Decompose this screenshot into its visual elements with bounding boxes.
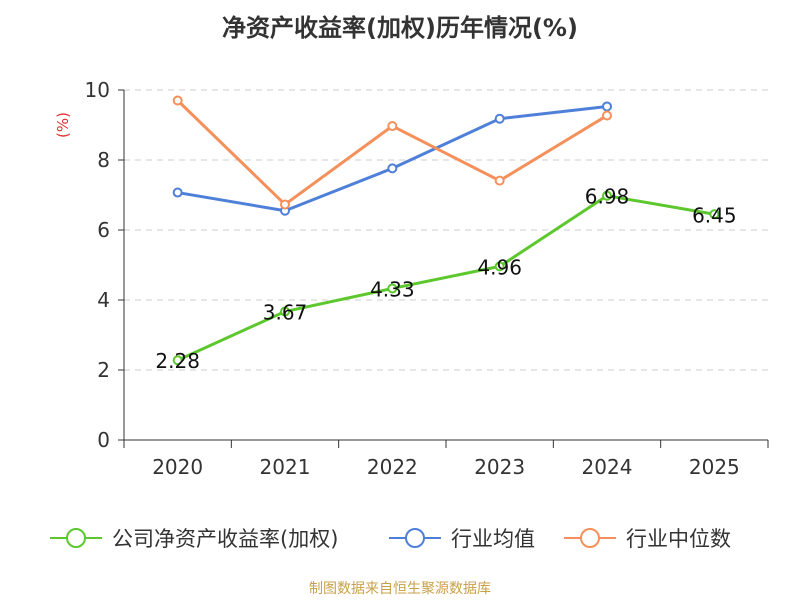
grid-lines [124,89,768,371]
source-note: 制图数据来自恒生聚源数据库 [309,581,491,597]
legend-item-2[interactable]: 行业中位数 [564,527,731,551]
data-label-2022: 4.33 [370,277,415,301]
data-point-s0-2020 [172,355,183,366]
legend[interactable]: 公司净资产收益率(加权) 行业均值 行业中位数 [50,527,731,551]
data-point-s2-2020 [172,95,183,106]
legend-label-1: 行业均值 [451,527,535,551]
data-point-s0-2025 [709,209,720,220]
y-axis-label: (%) [54,112,72,138]
y-tick-label-5: 10 [85,78,110,102]
legend-marker-icon-2 [580,528,600,548]
y-tick-label-4: 8 [97,148,110,172]
x-tick-label-2025: 2025 [689,455,740,479]
axes: 0 2 4 6 8 10 (%) 2020 2021 2022 2023 2024 2025 [54,78,769,479]
data-label-2023: 4.96 [477,255,522,279]
legend-marker-icon-1 [405,528,425,548]
series-line-2 [176,99,608,206]
data-point-s1-2023 [494,113,505,124]
data-label-2021: 3.67 [263,301,308,325]
y-tick-label-1: 2 [97,358,110,382]
legend-label-2: 行业中位数 [626,527,731,551]
y-tick-label-2: 4 [97,288,110,312]
x-tick-label-2023: 2023 [474,455,525,479]
data-point-s1-2024 [602,101,612,112]
data-point-s1-2020 [172,187,183,198]
data-point-s0-2024 [602,190,612,201]
legend-item-1[interactable]: 行业均值 [389,527,535,551]
data-labels: 2.28 3.67 4.33 4.96 6.98 6.45 [155,185,736,374]
data-point-s0-2021 [280,306,290,317]
y-tick-label-3: 6 [97,218,110,242]
chart-title: 净资产收益率(加权)历年情况(%) [222,14,578,42]
data-point-s2-2021 [280,199,290,210]
legend-item-0[interactable]: 公司净资产收益率(加权) [50,527,338,551]
y-tick-label-0: 0 [97,428,110,452]
x-tick-label-2021: 2021 [260,455,311,479]
data-point-s0-2023 [494,261,505,272]
x-tick-label-2022: 2022 [367,455,418,479]
series-lines [172,95,720,366]
data-label-2025: 6.45 [692,203,737,227]
data-point-s0-2022 [387,283,398,294]
data-point-s2-2022 [387,121,398,132]
legend-label-0: 公司净资产收益率(加权) [112,527,338,551]
legend-marker-icon-0 [66,528,86,548]
data-label-2024: 6.98 [585,185,630,209]
data-point-s2-2024 [602,110,612,121]
x-tick-label-2024: 2024 [582,455,633,479]
x-tick-label-2020: 2020 [152,455,203,479]
data-point-s1-2022 [387,163,398,174]
series-line-0 [177,194,715,362]
data-point-s2-2023 [494,175,505,186]
data-label-2020: 2.28 [155,349,200,373]
